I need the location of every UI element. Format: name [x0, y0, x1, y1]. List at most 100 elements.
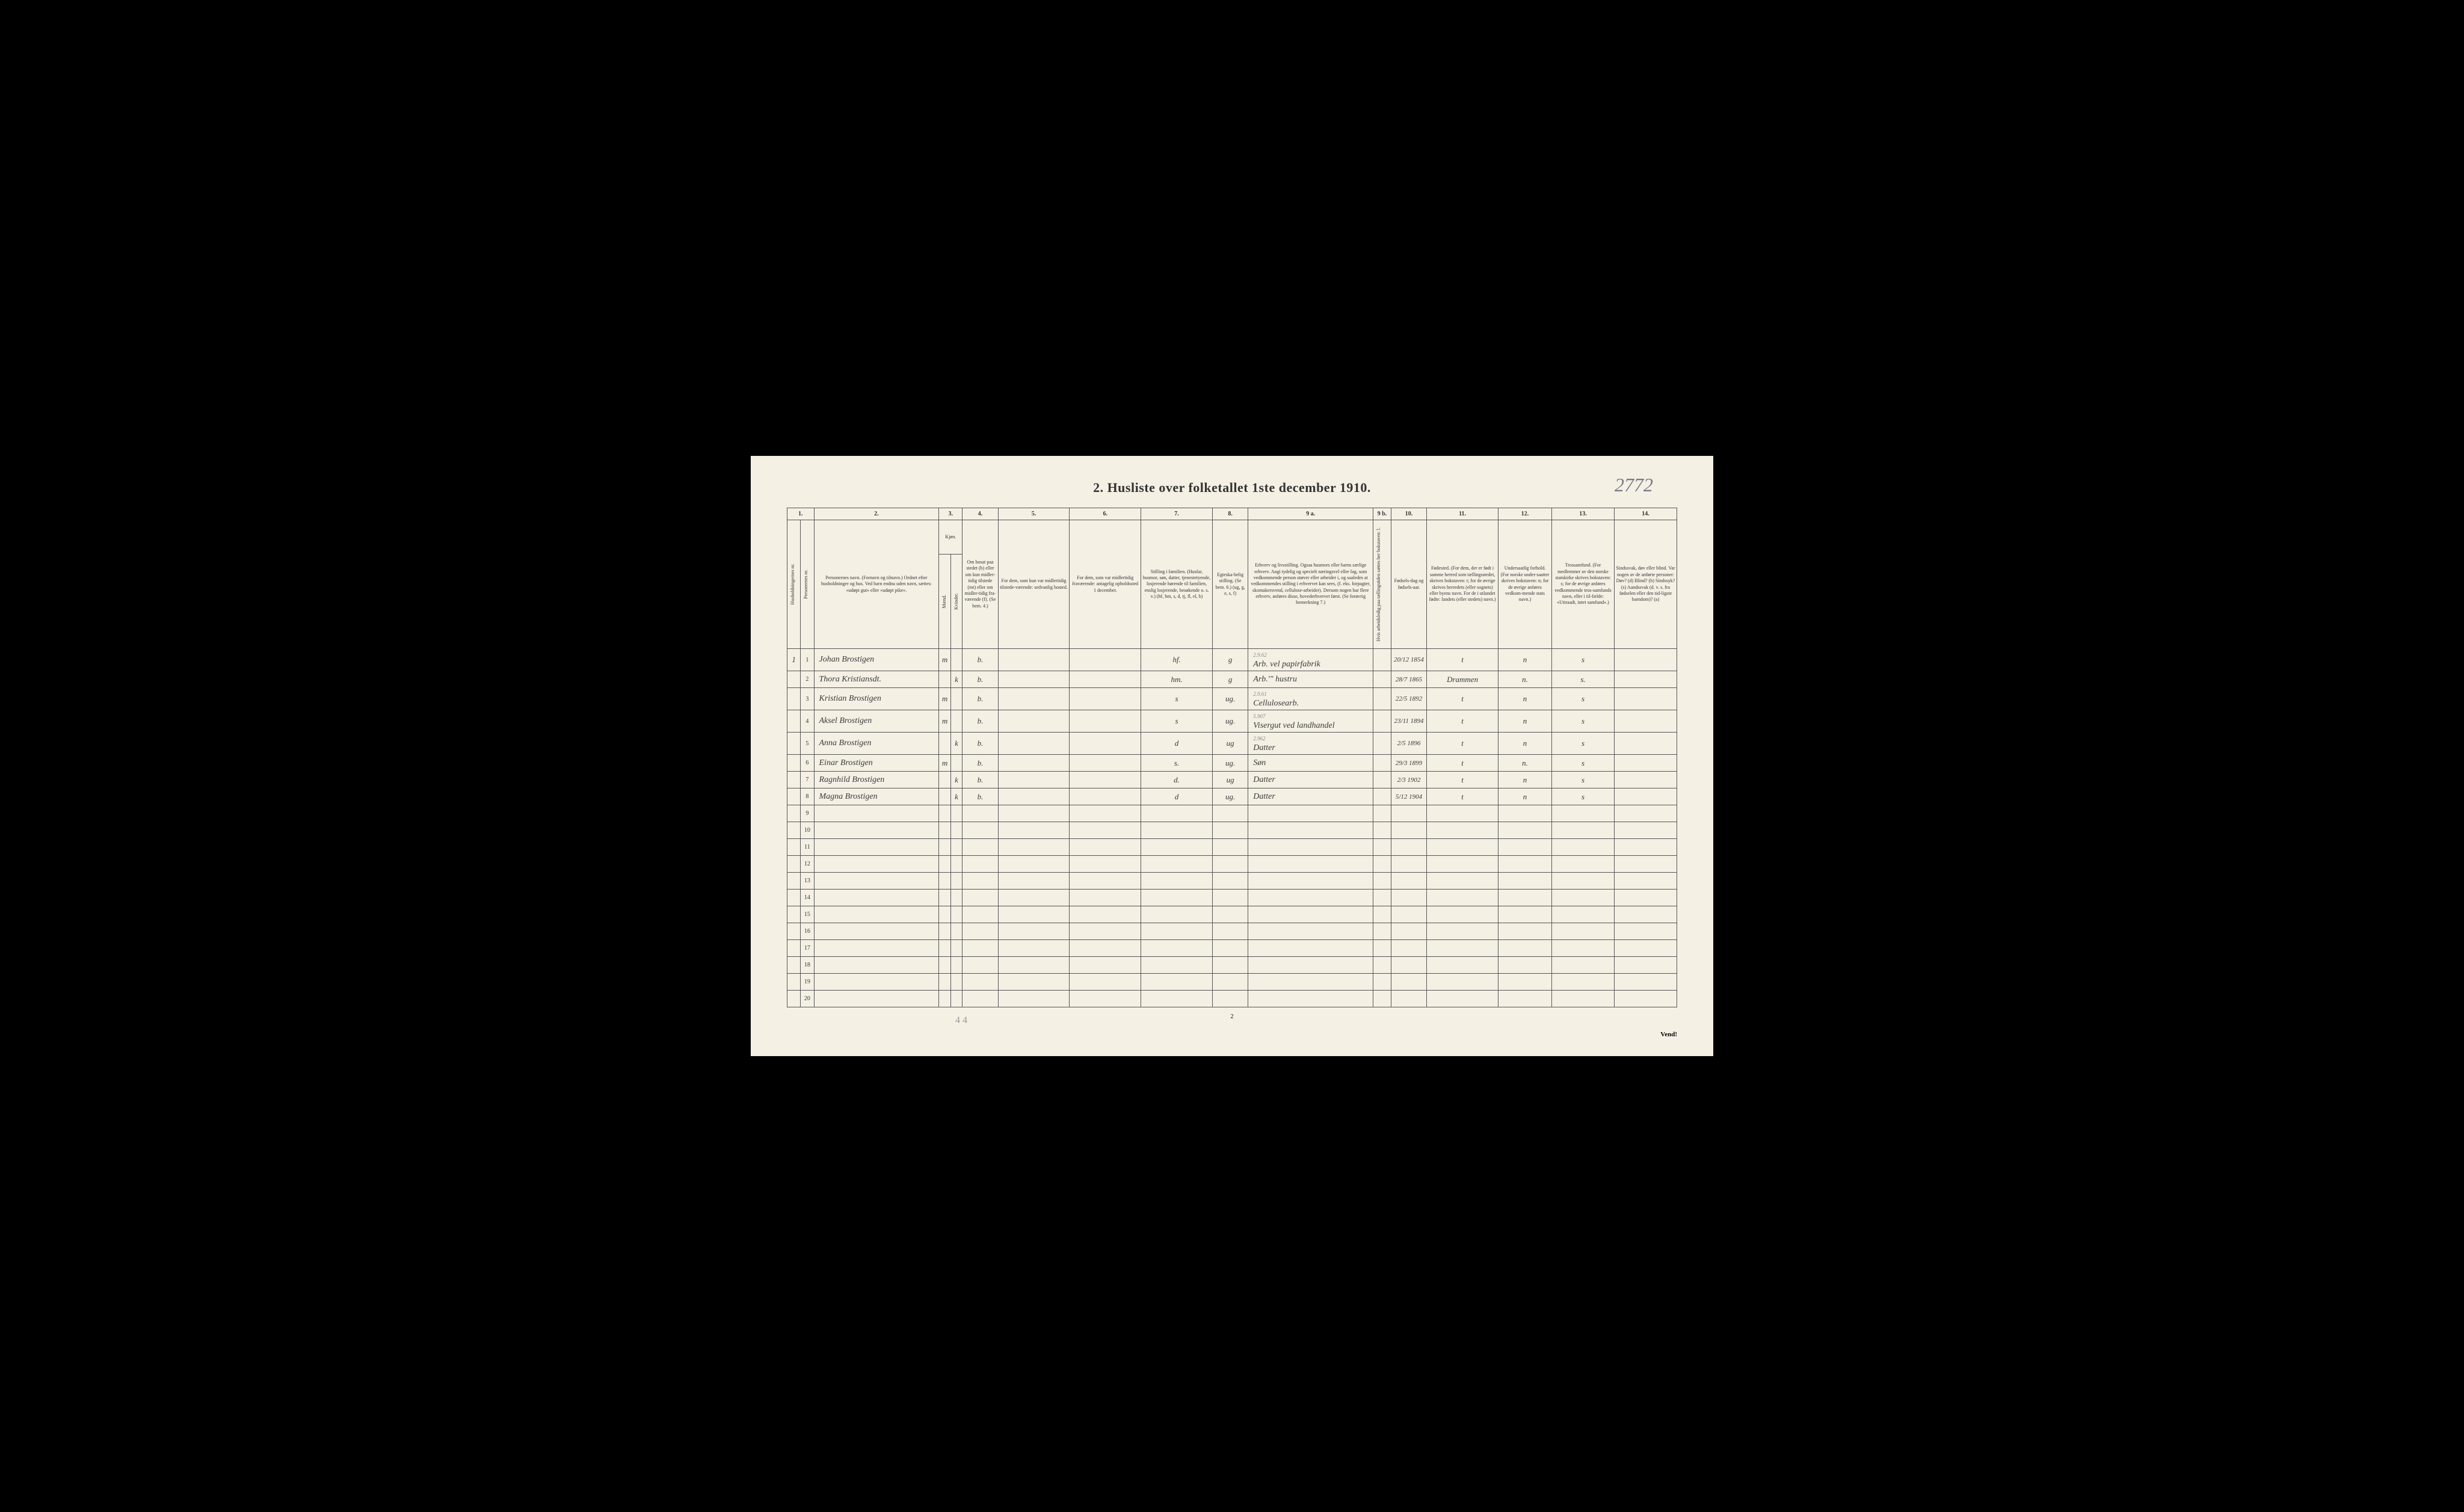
cell-m: [939, 890, 950, 906]
cell-col14: [1614, 733, 1677, 755]
cell-forhold: [1498, 991, 1551, 1007]
colnum-2: 2.: [814, 508, 939, 520]
cell-egte: [1212, 974, 1248, 991]
cell-m: [939, 923, 950, 940]
hdr-col9b: Hvis arbeidsledig paa tællingstiden sætt…: [1375, 523, 1383, 646]
cell-col14: [1614, 710, 1677, 733]
cell-egte: [1212, 940, 1248, 957]
cell-col9b: [1373, 873, 1391, 890]
cell-hnum: [787, 772, 801, 788]
cell-col6: [1070, 890, 1141, 906]
cell-fdato: [1391, 839, 1426, 856]
cell-col9b: [1373, 805, 1391, 822]
cell-m: [939, 974, 950, 991]
cell-egte: ug.: [1212, 688, 1248, 710]
cell-egte: [1212, 957, 1248, 974]
hdr-navn: Personernes navn. (Fornavn og tilnavn.) …: [814, 520, 939, 648]
cell-fam: d: [1141, 788, 1213, 805]
cell-forhold: [1498, 839, 1551, 856]
cell-k: k: [950, 671, 962, 688]
cell-bosat: b.: [962, 788, 998, 805]
cell-k: [950, 755, 962, 772]
cell-name: [814, 940, 939, 957]
cell-fdato: [1391, 940, 1426, 957]
cell-col6: [1070, 839, 1141, 856]
cell-col9b: [1373, 649, 1391, 671]
cell-col14: [1614, 649, 1677, 671]
cell-fdato: [1391, 822, 1426, 839]
cell-erhverv: 5.907Visergut ved landhandel: [1248, 710, 1373, 733]
vend-text: Vend!: [1660, 1031, 1677, 1038]
cell-col5: [998, 822, 1070, 839]
cell-erhverv: [1248, 923, 1373, 940]
cell-col14: [1614, 688, 1677, 710]
cell-hnum: [787, 755, 801, 772]
cell-fam: hm.: [1141, 671, 1213, 688]
cell-bosat: b.: [962, 671, 998, 688]
cell-bosat: b.: [962, 755, 998, 772]
hdr-kjon: Kjøn.: [939, 520, 962, 555]
cell-col5: [998, 788, 1070, 805]
cell-fam: [1141, 873, 1213, 890]
cell-col9b: [1373, 688, 1391, 710]
cell-hnum: [787, 974, 801, 991]
cell-col5: [998, 890, 1070, 906]
cell-pnum: 16: [801, 923, 814, 940]
cell-egte: [1212, 991, 1248, 1007]
pencil-annotation: 4 4: [955, 1015, 967, 1026]
table-row: 7 Ragnhild Brostigen k b. d. ug Datter 2…: [787, 772, 1677, 788]
cell-hnum: [787, 856, 801, 873]
cell-forhold: [1498, 906, 1551, 923]
cell-erhverv: [1248, 906, 1373, 923]
cell-forhold: n: [1498, 649, 1551, 671]
table-row: 13: [787, 873, 1677, 890]
hdr-kvinde: Kvinder.: [952, 588, 961, 615]
cell-col6: [1070, 805, 1141, 822]
cell-hnum: [787, 957, 801, 974]
cell-name: [814, 839, 939, 856]
colnum-10: 10.: [1391, 508, 1426, 520]
cell-fam: [1141, 890, 1213, 906]
cell-hnum: [787, 906, 801, 923]
cell-col6: [1070, 923, 1141, 940]
cell-name: Aksel Brostigen: [814, 710, 939, 733]
cell-pnum: 11: [801, 839, 814, 856]
cell-tros: [1552, 923, 1615, 940]
cell-name: [814, 873, 939, 890]
cell-erhverv: Datter: [1248, 788, 1373, 805]
hdr-col9a: Erhverv og livsstilling. Ogsaa husmors e…: [1248, 520, 1373, 648]
hdr-col12: Undersaatlig forhold. (For norske under-…: [1498, 520, 1551, 648]
cell-hnum: [787, 822, 801, 839]
cell-col9b: [1373, 710, 1391, 733]
cell-col9b: [1373, 974, 1391, 991]
cell-col9b: [1373, 772, 1391, 788]
cell-m: [939, 957, 950, 974]
cell-m: m: [939, 688, 950, 710]
cell-col14: [1614, 805, 1677, 822]
cell-m: [939, 940, 950, 957]
cell-fsted: [1427, 839, 1498, 856]
cell-fdato: 20/12 1854: [1391, 649, 1426, 671]
footer-page-number: 2: [787, 1013, 1677, 1020]
cell-k: [950, 710, 962, 733]
cell-m: m: [939, 710, 950, 733]
cell-fdato: [1391, 856, 1426, 873]
census-table: 1. 2. 3. 4. 5. 6. 7. 8. 9 a. 9 b. 10. 11…: [787, 508, 1677, 1007]
cell-col6: [1070, 772, 1141, 788]
cell-col5: [998, 940, 1070, 957]
cell-col9b: [1373, 991, 1391, 1007]
cell-fdato: 5/12 1904: [1391, 788, 1426, 805]
cell-col5: [998, 805, 1070, 822]
cell-name: [814, 991, 939, 1007]
cell-bosat: [962, 856, 998, 873]
cell-fsted: [1427, 873, 1498, 890]
cell-tros: s: [1552, 688, 1615, 710]
cell-forhold: n: [1498, 688, 1551, 710]
cell-col6: [1070, 710, 1141, 733]
cell-col5: [998, 649, 1070, 671]
cell-tros: [1552, 890, 1615, 906]
cell-col5: [998, 671, 1070, 688]
cell-col5: [998, 906, 1070, 923]
cell-forhold: [1498, 957, 1551, 974]
cell-fdato: [1391, 923, 1426, 940]
